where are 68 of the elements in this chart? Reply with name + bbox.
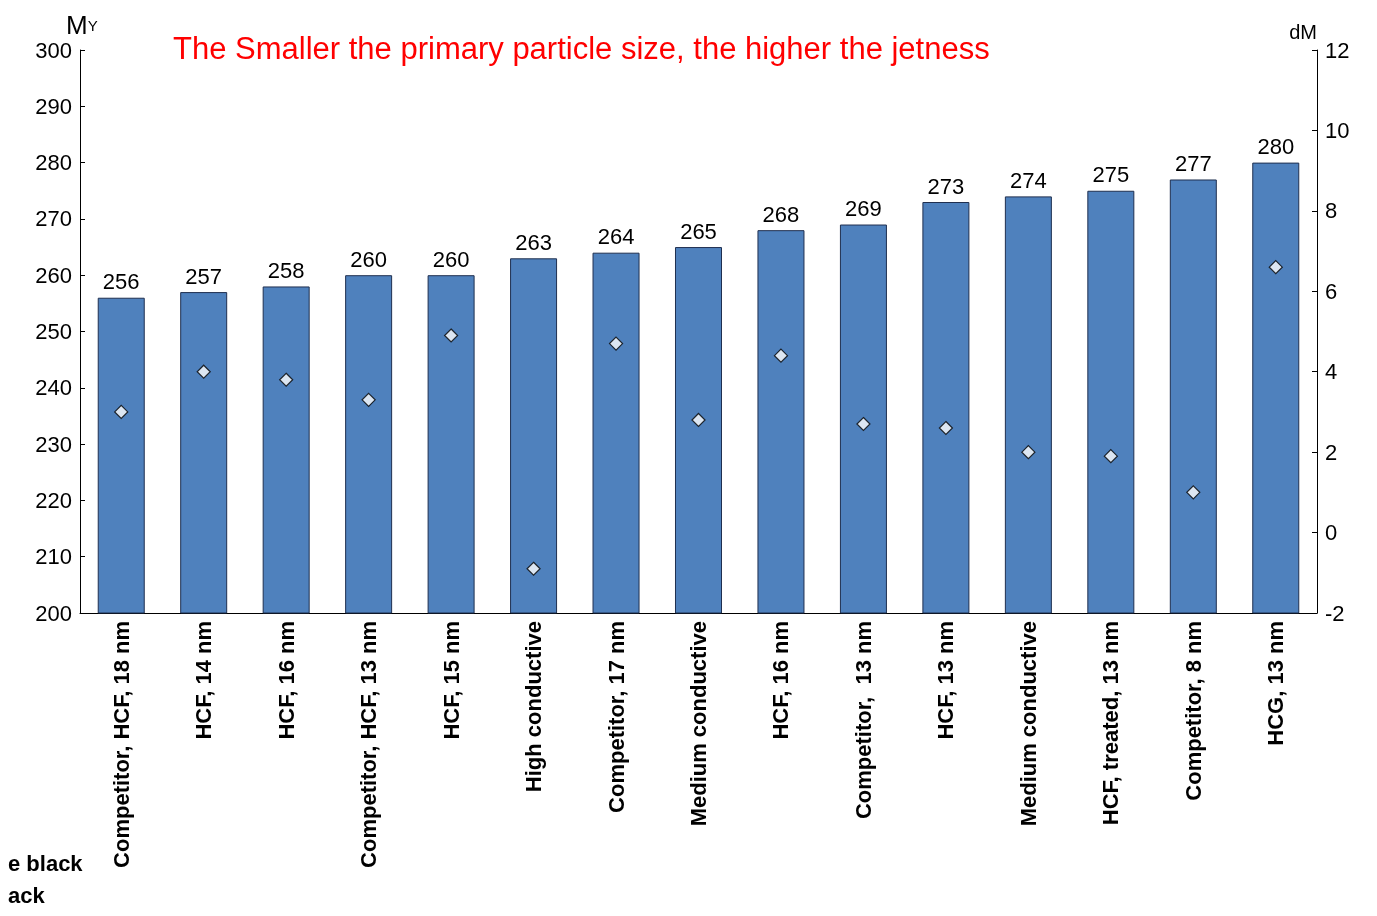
- y2-axis-title: dM: [1289, 21, 1317, 43]
- y2-tick-label: -2: [1325, 600, 1345, 626]
- point: [361, 392, 376, 407]
- x-tick-label: HCF, 16 nm: [768, 621, 794, 740]
- y-tick-label: 240: [35, 375, 72, 401]
- data-label: 264: [597, 224, 635, 250]
- data-label: 273: [927, 173, 965, 199]
- x-tick-label: HCF, 16 nm: [273, 621, 299, 740]
- point: [196, 364, 211, 379]
- y-tick-label: 210: [35, 544, 72, 570]
- point: [691, 412, 706, 428]
- data-label: 275: [1092, 162, 1130, 188]
- point: [1186, 485, 1201, 500]
- y2-tick-label: 8: [1325, 198, 1338, 224]
- x-tick-label: HCF, 14 nm: [191, 621, 217, 740]
- x-tick-label: HCF, treated, 13 nm: [1098, 621, 1124, 826]
- y2-tick-label: 10: [1325, 117, 1350, 143]
- data-label: 258: [267, 257, 305, 283]
- x-tick-label: HCF, 13 nm: [933, 621, 959, 740]
- x-tick-label: Competitor, 8 nm: [1180, 621, 1206, 801]
- y-tick-label: 250: [35, 319, 72, 344]
- data-label: 280: [1257, 134, 1295, 160]
- y2-tick-label: 12: [1325, 37, 1350, 63]
- x-tick-label: High conductive: [521, 621, 547, 793]
- y-tick-label: 260: [35, 262, 72, 288]
- x-tick-label: Medium conductive: [1015, 621, 1041, 827]
- y2-tick-label: 6: [1325, 278, 1338, 304]
- y-tick-label: 270: [35, 206, 72, 232]
- data-label: 257: [185, 263, 223, 289]
- y-tick-label: 290: [35, 93, 72, 119]
- y-tick-label: 280: [35, 150, 72, 176]
- data-label: 269: [845, 196, 882, 222]
- point: [526, 561, 541, 576]
- x-tick-label: Competitor, HCF, 13 nm: [356, 621, 382, 868]
- x-tick-label: Medium conductive: [686, 621, 711, 827]
- point: [114, 404, 129, 420]
- x-tick-label: HCF, 15 nm: [438, 621, 464, 740]
- data-label: 260: [432, 246, 470, 272]
- x-tick-label: Competitor, HCF, 18 nm: [108, 621, 134, 868]
- data-label: 274: [1010, 167, 1047, 193]
- point: [279, 372, 294, 387]
- data-label: 265: [680, 218, 717, 244]
- point: [773, 348, 789, 363]
- point: [1021, 445, 1036, 460]
- data-label: 260: [350, 246, 387, 272]
- data-label: 268: [762, 201, 800, 227]
- chart-title: The Smaller the primary particle size, the higher the jetness: [173, 31, 990, 66]
- y-tick-label: 220: [35, 487, 72, 513]
- y-tick-label: 300: [35, 37, 72, 63]
- point: [444, 328, 459, 343]
- x-tick-label: HCG, 13 nm: [1263, 621, 1289, 746]
- point: [1103, 449, 1118, 464]
- point: [1268, 260, 1283, 275]
- y2-tick-label: 4: [1325, 359, 1338, 385]
- point: [938, 420, 953, 436]
- text: e black: [8, 850, 84, 876]
- y-tick-label: 200: [35, 600, 72, 626]
- x-tick-label: Competitor, 17 nm: [603, 621, 629, 813]
- data-label: 277: [1174, 150, 1212, 176]
- point: [856, 416, 871, 432]
- data-label: 263: [515, 229, 552, 255]
- text: ack: [8, 882, 46, 908]
- data-label: 256: [102, 269, 140, 295]
- x-tick-label: Competitor, 13 nm: [850, 621, 876, 820]
- y2-tick-label: 0: [1325, 520, 1338, 546]
- y2-tick-label: 2: [1325, 439, 1338, 465]
- point: [608, 336, 624, 351]
- y-tick-label: 230: [35, 431, 72, 457]
